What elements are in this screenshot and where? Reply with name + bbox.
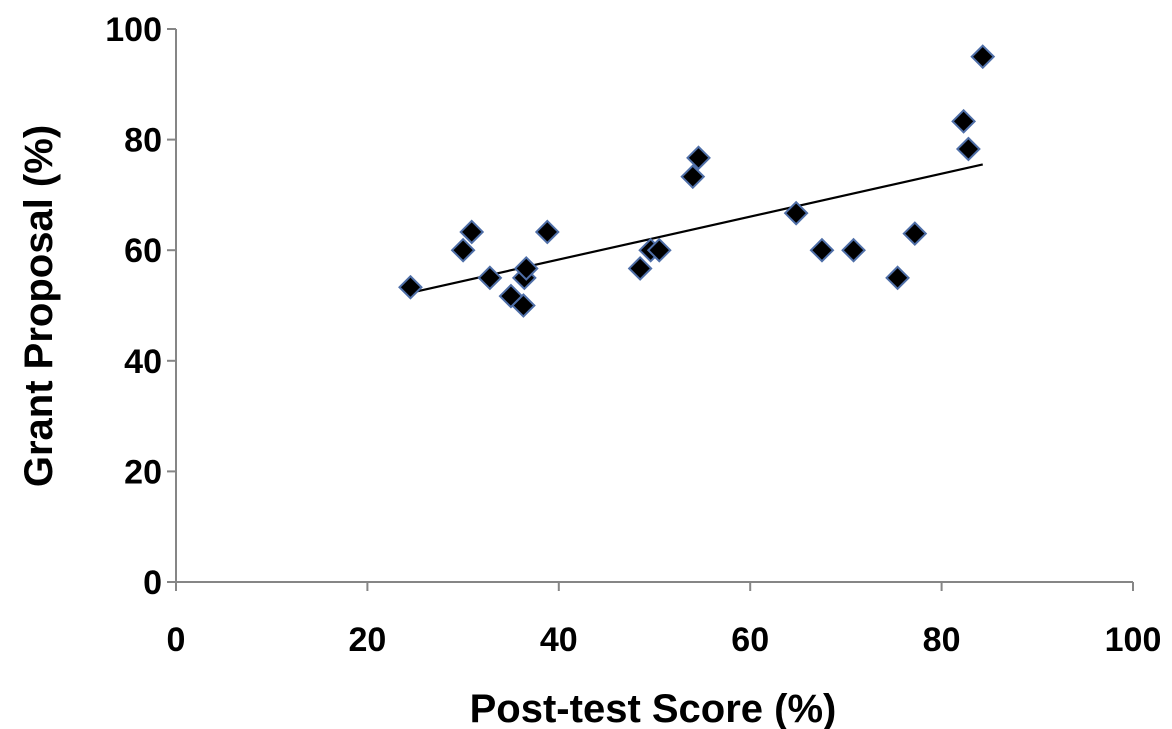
x-tick-label: 20 (348, 621, 386, 659)
x-tick-label: 100 (1105, 621, 1162, 659)
x-tick-label: 0 (167, 621, 186, 659)
data-point (686, 145, 711, 171)
data-point (902, 221, 928, 247)
data-point (680, 164, 706, 190)
y-tick-label: 40 (124, 343, 162, 381)
data-point (885, 265, 910, 291)
data-point (477, 265, 503, 291)
y-axis-title: Grant Proposal (%) (17, 125, 61, 487)
data-point (459, 219, 485, 245)
data-point (841, 237, 866, 263)
trendline (410, 163, 983, 294)
y-axis-ticks: 0 20 40 60 80 100 (105, 11, 176, 602)
y-tick-label: 100 (105, 11, 162, 49)
x-tick-label: 80 (923, 621, 961, 659)
y-tick-label: 0 (143, 564, 162, 602)
data-point (955, 136, 981, 162)
data-point (510, 293, 536, 318)
y-tick-label: 20 (124, 453, 162, 491)
data-point (783, 200, 809, 226)
data-point (398, 274, 423, 300)
y-tick-label: 60 (124, 232, 162, 270)
data-point (646, 237, 672, 263)
data-points (398, 44, 996, 318)
data-point (450, 237, 476, 263)
x-axis-ticks: 0 20 40 60 80 100 (167, 582, 1162, 659)
x-axis-title: Post-test Score (%) (470, 687, 837, 729)
y-tick-label: 80 (124, 122, 162, 160)
data-point (970, 44, 996, 70)
x-tick-label: 60 (731, 621, 769, 659)
data-point (513, 256, 539, 281)
axes: 0 20 40 60 80 100 0 20 40 60 80 100 (105, 11, 1161, 659)
data-point (534, 219, 560, 245)
data-point (627, 256, 653, 281)
x-tick-label: 40 (540, 621, 578, 659)
data-point (809, 237, 835, 263)
data-point (951, 108, 977, 134)
